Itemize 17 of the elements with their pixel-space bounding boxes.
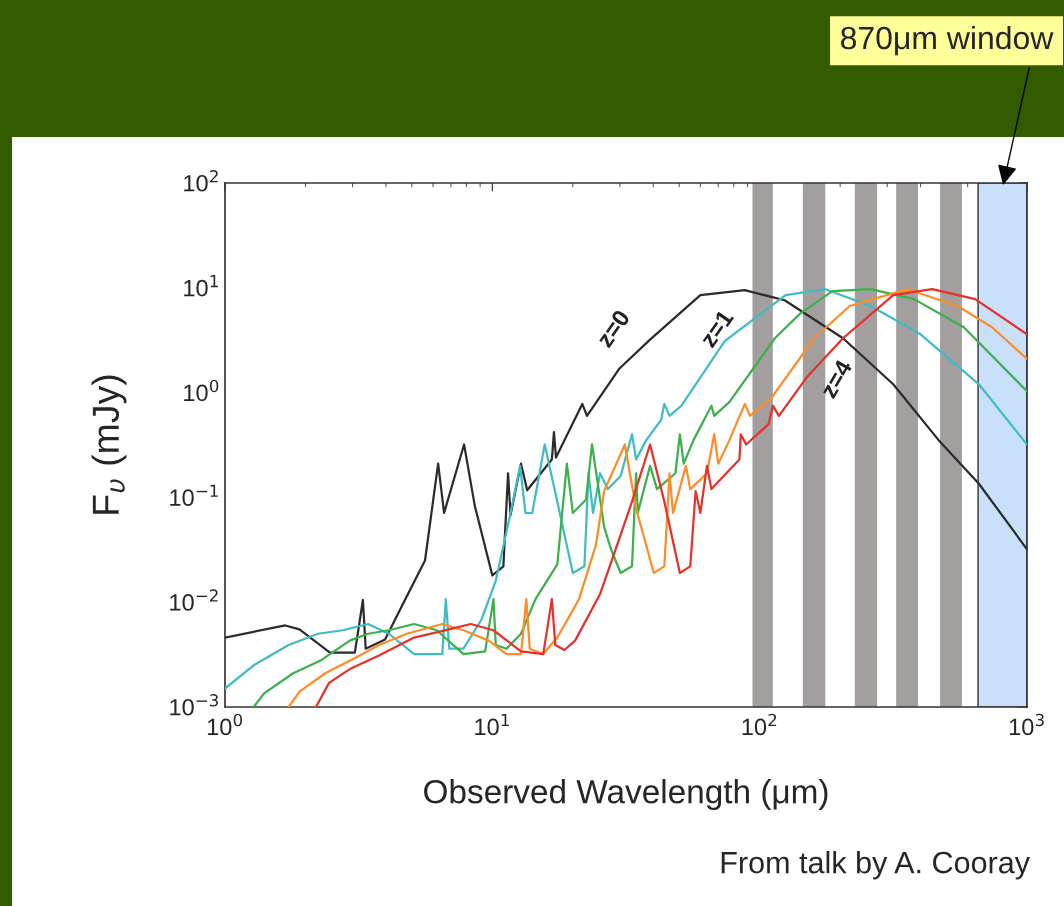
- x-tick-label: 10$^{3}$: [1009, 713, 1044, 736]
- band-label: 870μm window: [841, 25, 1054, 56]
- y-tick-label: 10$^{0}$: [184, 379, 219, 402]
- text: From talk by A. Cooray: [721, 850, 1030, 880]
- y-tick-label: 10$^{−3}$: [170, 694, 218, 716]
- annotation: z=0: [595, 308, 631, 349]
- annotation: z=1: [699, 308, 734, 349]
- y-tick-label: 10$^{1}$: [184, 275, 218, 297]
- annotation: z=4: [819, 358, 853, 400]
- y-tick-label: 10$^{−1}$: [170, 484, 218, 507]
- x-tick-label: 10$^{0}$: [207, 713, 243, 736]
- y-tick-label: 10$^{−2}$: [170, 589, 218, 611]
- x-axis-title: Observed Wavelength (μm): [424, 779, 828, 811]
- x-tick-label: 10$^{1}$: [475, 713, 509, 736]
- y-axis-title: F$_{υ}$ (mJy): [91, 375, 127, 514]
- x-tick-label: 10$^{2}$: [742, 713, 777, 736]
- y-tick-label: 10$^{2}$: [184, 170, 218, 192]
